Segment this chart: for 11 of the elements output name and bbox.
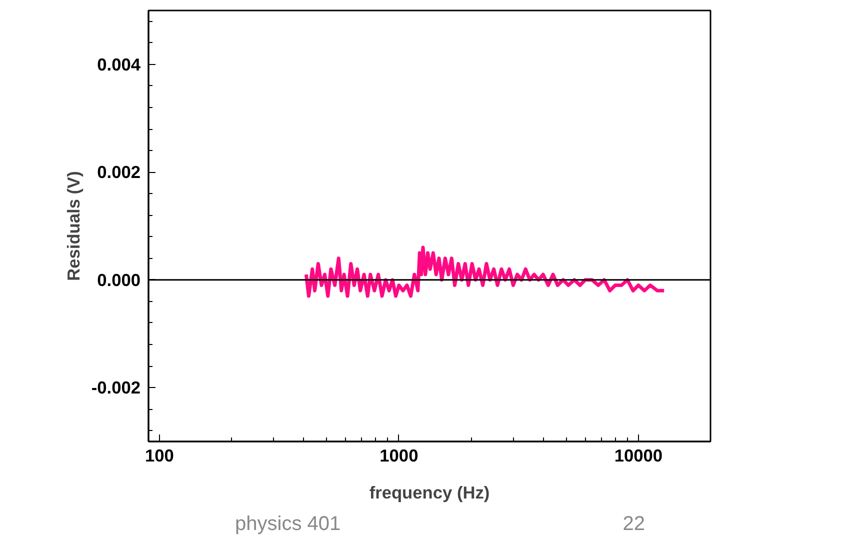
x-tick-label: 100 <box>145 446 174 466</box>
y-tick-label: 0.004 <box>97 54 141 74</box>
x-axis-title: frequency (Hz) <box>369 482 490 502</box>
y-tick-label: 0.002 <box>97 162 141 182</box>
x-tick-label: 1000 <box>380 446 418 466</box>
y-tick-label: -0.002 <box>91 378 141 398</box>
y-tick-label: 0.000 <box>97 270 141 290</box>
text: physics 401 <box>235 512 341 537</box>
y-axis-title: Residuals (V) <box>63 171 84 281</box>
x-tick-label: 10000 <box>614 446 663 466</box>
text: 22 <box>622 512 645 537</box>
